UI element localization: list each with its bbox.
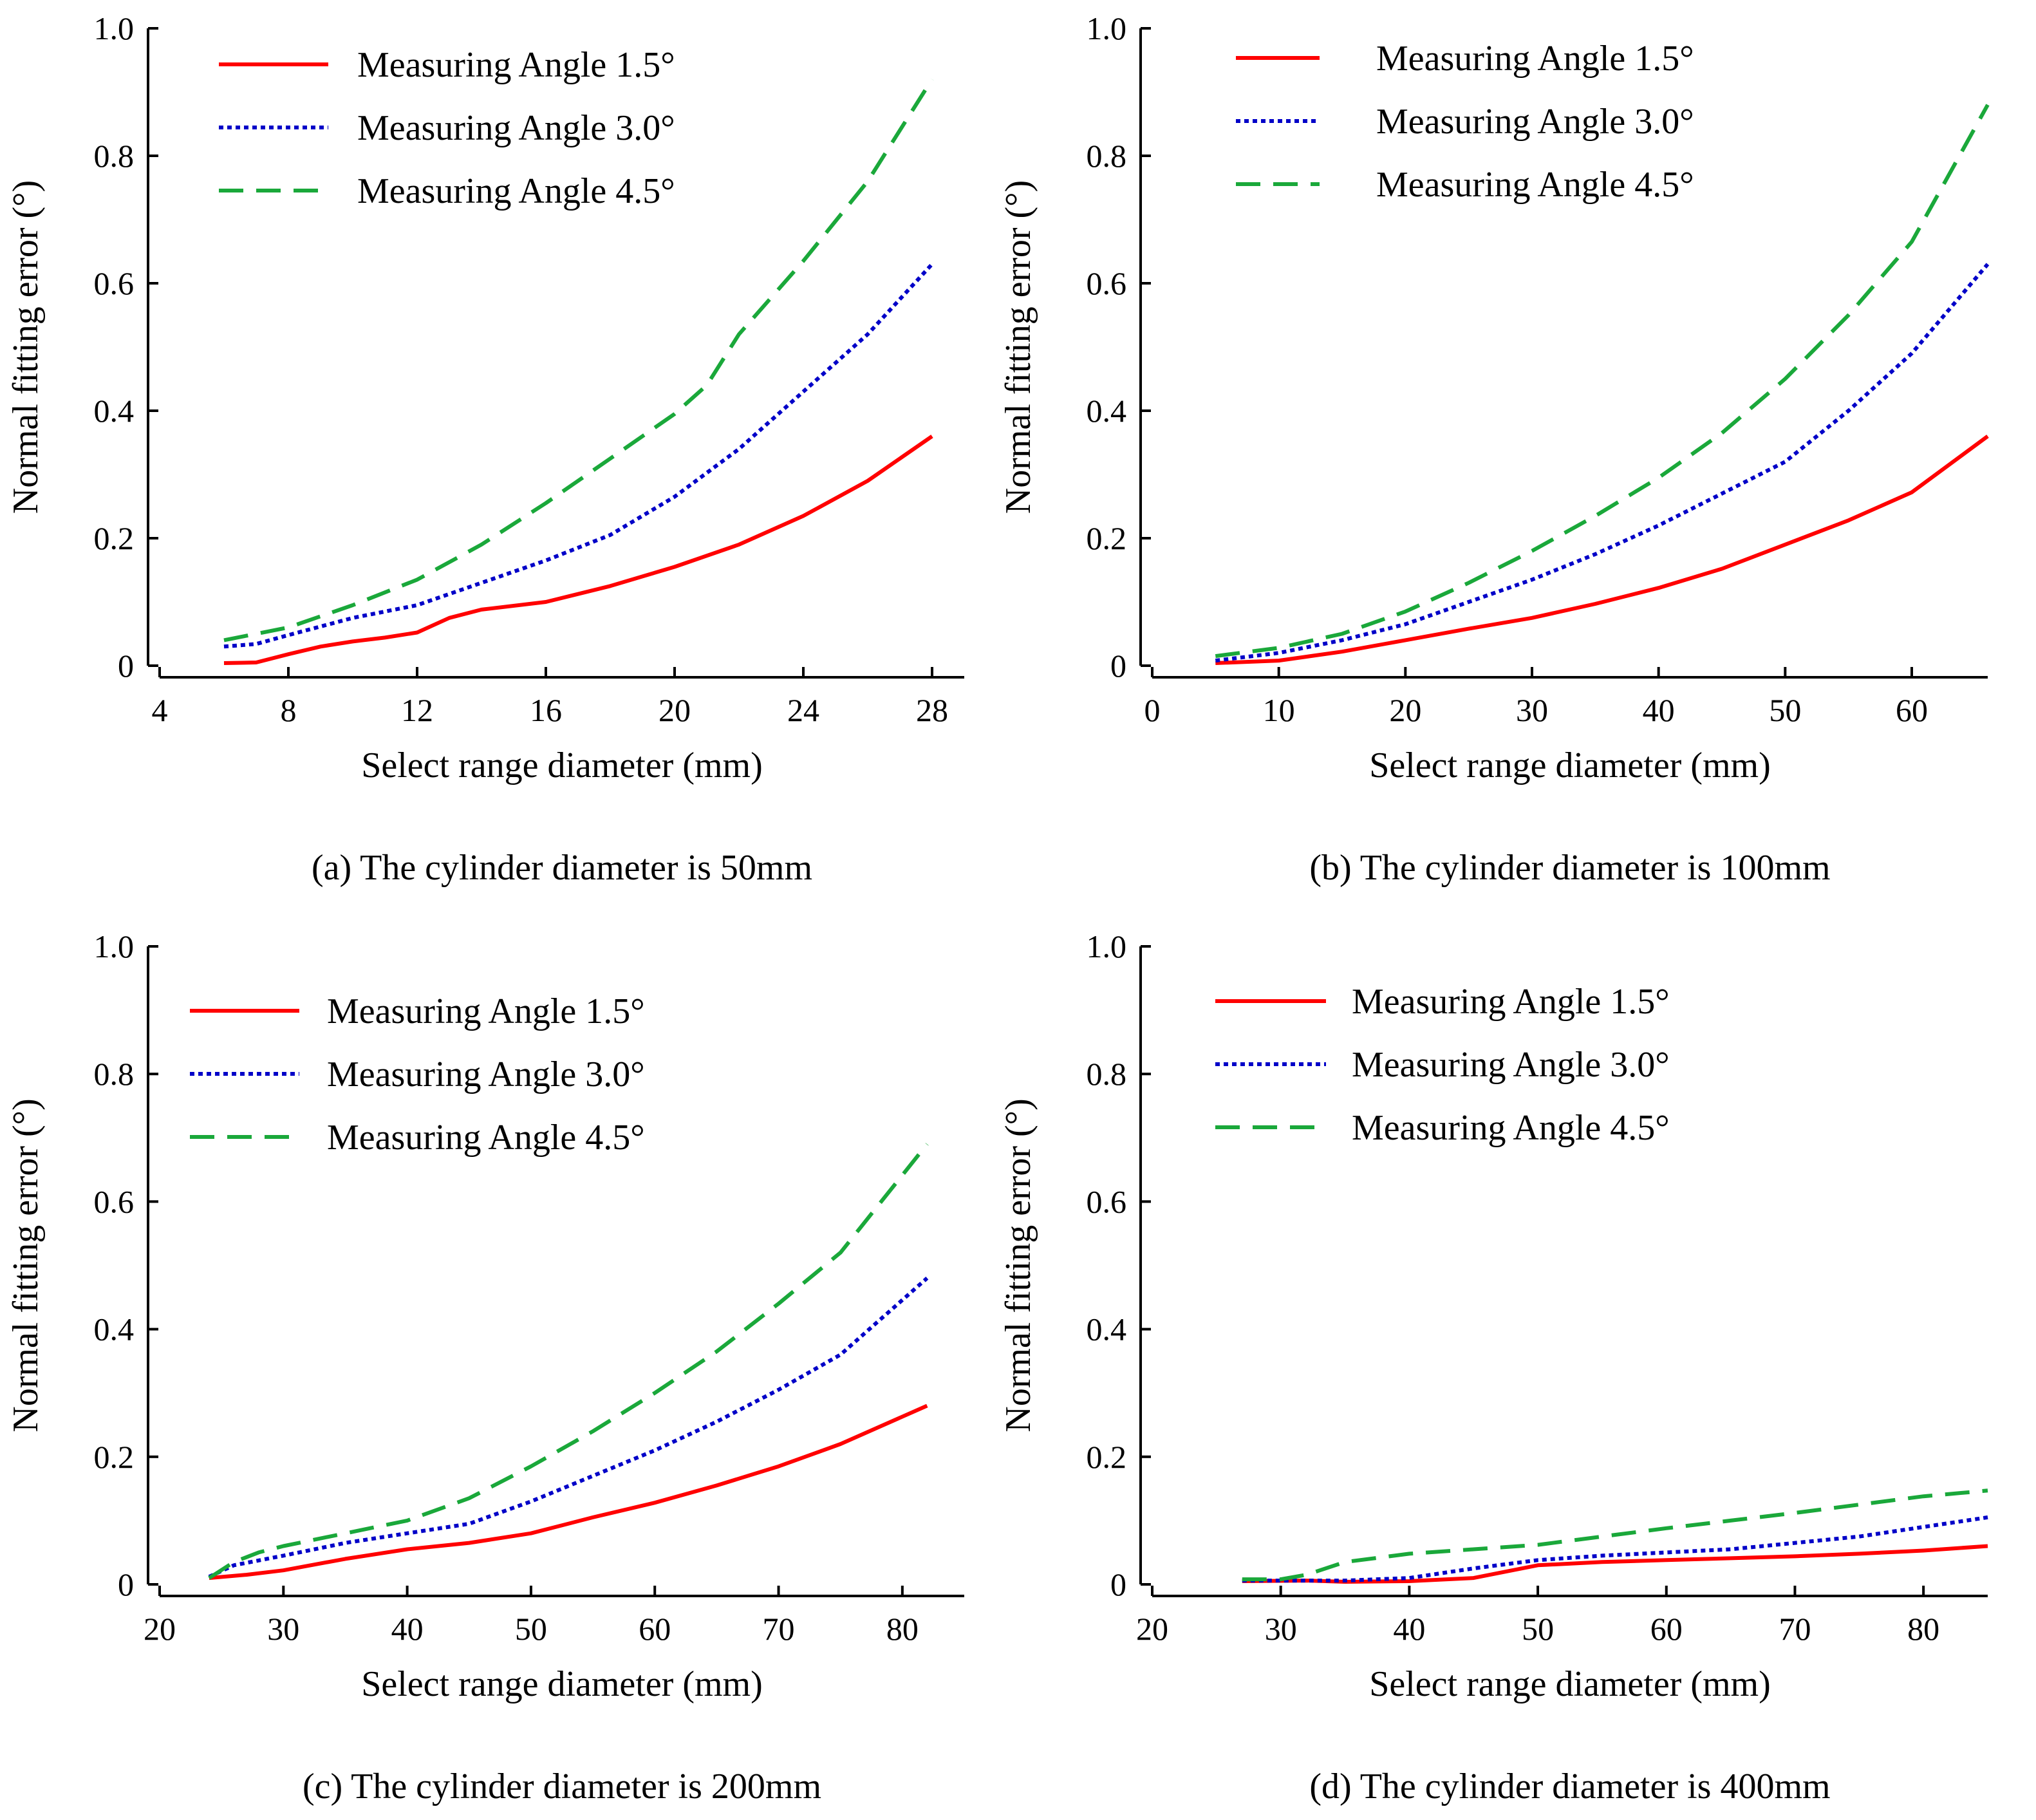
x-tick-label: 24: [787, 692, 819, 728]
y-tick-label: 0: [118, 1566, 134, 1602]
panel-caption: (b) The cylinder diameter is 100mm: [1309, 848, 1830, 888]
y-tick-label: 0.8: [94, 138, 135, 174]
y-tick-label: 0.6: [1087, 265, 1127, 301]
x-tick-label: 40: [1393, 1611, 1425, 1647]
x-tick-label: 50: [515, 1611, 547, 1647]
series-line-2: [1215, 263, 1990, 663]
y-tick-label: 0.2: [1087, 1439, 1127, 1475]
x-tick-label: 30: [267, 1611, 299, 1647]
series-line-2: [208, 1277, 929, 1579]
y-tick-label: 0.2: [94, 1439, 135, 1475]
legend: Measuring Angle 1.5° Measuring Angle 3.0°…: [1215, 982, 1670, 1148]
y-axis-title: Normal fitting error (°): [998, 180, 1038, 514]
y-tick-label: 0: [1110, 1566, 1126, 1602]
x-tick-label: 16: [530, 692, 562, 728]
legend: Measuring Angle 1.5° Measuring Angle 3.0°…: [190, 991, 645, 1158]
y-tick-label: 0.4: [1087, 1311, 1127, 1347]
y-tick-label: 0.4: [94, 1311, 135, 1347]
series-line-1: [1242, 1544, 1988, 1584]
series-line-2: [1242, 1515, 1988, 1583]
x-axis-title: Select range diameter (mm): [1369, 1664, 1771, 1704]
y-tick-label: 0.4: [1087, 393, 1127, 429]
legend-label-2: Measuring Angle 3.0°: [357, 108, 675, 148]
y-axis-title: Normal fitting error (°): [998, 1098, 1038, 1432]
y-tick-label: 0.6: [1087, 1183, 1127, 1219]
legend: Measuring Angle 1.5° Measuring Angle 3.0°…: [1236, 39, 1694, 205]
legend-label-1: Measuring Angle 1.5°: [1352, 982, 1670, 1022]
y-tick-label: 1.0: [94, 928, 135, 964]
y-tick-label: 0.8: [1087, 1056, 1127, 1092]
y-tick-label: 1.0: [94, 10, 135, 46]
legend-label-3: Measuring Angle 4.5°: [1352, 1108, 1670, 1148]
x-tick-label: 80: [886, 1611, 919, 1647]
x-tick-label: 80: [1907, 1611, 1939, 1647]
y-tick-label: 1.0: [1087, 928, 1127, 964]
y-tick-label: 0.6: [94, 265, 135, 301]
legend-label-3: Measuring Angle 4.5°: [1376, 165, 1694, 205]
series-line-3: [1242, 1488, 1988, 1582]
legend-label-2: Measuring Angle 3.0°: [327, 1055, 645, 1094]
series-line-2: [223, 263, 934, 649]
y-tick-label: 0.8: [94, 1056, 135, 1092]
x-tick-label: 40: [1643, 692, 1675, 728]
y-tick-label: 0.2: [1087, 520, 1127, 556]
x-tick-label: 4: [152, 692, 168, 728]
x-tick-label: 70: [763, 1611, 795, 1647]
chart-panel-4: 20 30 40 50 60 70 80 0 0.2 0.4 0.6 0.8 1.0 Select ran…: [998, 928, 1988, 1806]
y-tick-label: 0.4: [94, 393, 135, 429]
chart-panel-2: 0 10 20 30 40 50 60 0 0.2 0.4 0.6 0.8 1.0 Select rang…: [998, 10, 1990, 888]
x-tick-label: 60: [639, 1611, 671, 1647]
series-line-3: [208, 1143, 929, 1580]
legend-label-1: Measuring Angle 1.5°: [357, 45, 675, 85]
x-tick-label: 20: [144, 1611, 176, 1647]
x-tick-label: 10: [1263, 692, 1295, 728]
x-tick-label: 30: [1516, 692, 1548, 728]
x-tick-label: 50: [1522, 1611, 1554, 1647]
series-line-3: [1215, 104, 1990, 659]
y-tick-label: 0: [118, 648, 134, 684]
x-tick-label: 12: [401, 692, 433, 728]
x-tick-label: 8: [281, 692, 297, 728]
x-tick-label: 20: [658, 692, 691, 728]
series-line-1: [223, 435, 933, 665]
x-tick-label: 28: [916, 692, 948, 728]
y-tick-label: 1.0: [1087, 10, 1127, 46]
x-tick-label: 20: [1136, 1611, 1168, 1647]
legend-label-3: Measuring Angle 4.5°: [327, 1118, 645, 1158]
y-axis-title: Normal fitting error (°): [6, 1098, 46, 1432]
y-tick-label: 0.2: [94, 520, 135, 556]
y-tick-label: 0: [1110, 648, 1126, 684]
x-tick-label: 40: [391, 1611, 424, 1647]
y-tick-label: 0.8: [1087, 138, 1127, 174]
y-tick-label: 0.6: [94, 1183, 135, 1219]
series-line-3: [223, 78, 934, 643]
legend-label-3: Measuring Angle 4.5°: [357, 171, 675, 211]
legend: Measuring Angle 1.5° Measuring Angle 3.0°…: [219, 45, 675, 211]
legend-label-1: Measuring Angle 1.5°: [1376, 39, 1694, 79]
x-axis-title: Select range diameter (mm): [361, 746, 763, 785]
panel-caption: (c) The cylinder diameter is 200mm: [303, 1767, 821, 1806]
x-tick-label: 50: [1769, 692, 1801, 728]
x-tick-label: 60: [1650, 1611, 1683, 1647]
x-tick-label: 0: [1144, 692, 1161, 728]
legend-label-2: Measuring Angle 3.0°: [1376, 102, 1694, 142]
y-axis-title: Normal fitting error (°): [6, 180, 46, 514]
panel-caption: (a) The cylinder diameter is 50mm: [312, 848, 812, 888]
x-tick-label: 30: [1265, 1611, 1297, 1647]
x-tick-label: 60: [1896, 692, 1928, 728]
legend-label-1: Measuring Angle 1.5°: [327, 991, 645, 1031]
series-line-1: [209, 1403, 928, 1581]
panel-caption: (d) The cylinder diameter is 400mm: [1309, 1767, 1830, 1806]
x-tick-label: 20: [1389, 692, 1421, 728]
legend-label-2: Measuring Angle 3.0°: [1352, 1045, 1670, 1085]
chart-panel-1: 4 8 12 16 20 24 28 0 0.2 0.4 0.6 0.8 1.0 Select range…: [6, 10, 964, 888]
x-tick-label: 70: [1779, 1611, 1811, 1647]
series-line-1: [1215, 435, 1989, 665]
chart-panel-3: 20 30 40 50 60 70 80 0 0.2 0.4 0.6 0.8 1.0 Select ran…: [6, 928, 964, 1806]
x-axis-title: Select range diameter (mm): [361, 1664, 763, 1704]
x-axis-title: Select range diameter (mm): [1369, 746, 1771, 785]
